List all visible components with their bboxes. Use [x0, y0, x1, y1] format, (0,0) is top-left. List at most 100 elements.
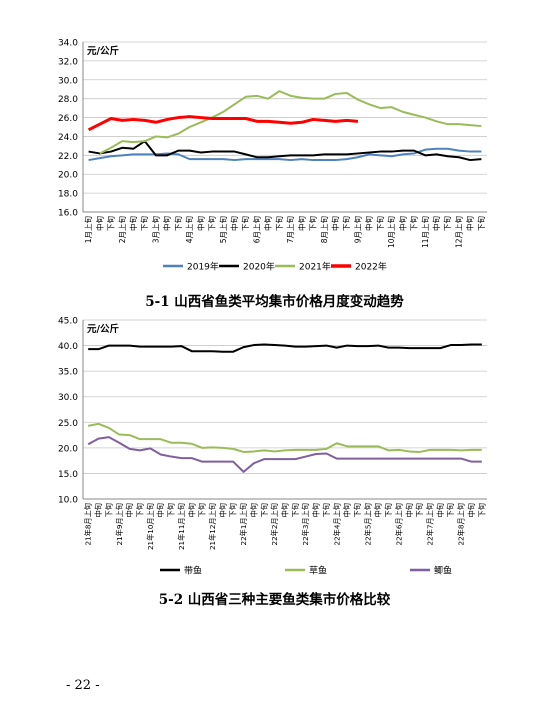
- chart2-xtick-label: 21年12月上旬: [208, 503, 217, 550]
- chart1-xtick-label: 中旬: [162, 216, 172, 231]
- chart1-xtick-label: 下旬: [240, 216, 250, 231]
- chart1-series-3-line: [99, 90, 482, 155]
- chart2-xtick-label: 中旬: [125, 503, 134, 517]
- chart2-xtick-label: 中旬: [436, 503, 445, 517]
- chart2-xtick-label: 中旬: [249, 503, 258, 517]
- chart1-ytick-label: 20.0: [58, 171, 78, 181]
- chart1-xtick-label: 下旬: [409, 216, 419, 231]
- chart2-xtick-label: 中旬: [94, 503, 103, 517]
- chart2-legend-label-2: 草鱼: [309, 565, 327, 577]
- chart2-ytick-label: 45.0: [58, 317, 78, 327]
- chart2-ytick-label: 15.0: [58, 470, 78, 480]
- chart2-xtick-label: 下旬: [384, 503, 393, 517]
- chart2-xtick-label: 下旬: [229, 503, 238, 517]
- chart2-ytick-label: 25.0: [58, 419, 78, 429]
- chart1-xtick-label: 6月上旬: [251, 216, 261, 244]
- chart-1-caption: 5-1 山西省鱼类平均集市价格月度变动趋势: [145, 294, 404, 310]
- chart1-xtick-label: 中旬: [397, 216, 407, 231]
- chart1-xtick-label: 中旬: [263, 216, 273, 231]
- chart1-legend-label-3: 2021年: [299, 261, 331, 273]
- chart1-xtick-label: 2月上旬: [117, 216, 127, 244]
- chart2-xtick-label: 中旬: [187, 503, 196, 517]
- chart2-xtick-label: 21年9月上旬: [115, 503, 124, 545]
- chart2-xtick-label: 下旬: [322, 503, 331, 517]
- chart2-series-2-line: [87, 422, 482, 453]
- chart2-xtick-label: 中旬: [156, 503, 165, 517]
- chart2-xtick-label: 下旬: [446, 503, 455, 517]
- chart1-xtick-label: 中旬: [229, 216, 239, 231]
- chart1-xtick-label: 8月上旬: [319, 216, 329, 244]
- chart1-xtick-label: 中旬: [296, 216, 306, 231]
- chart2-xtick-label: 下旬: [260, 503, 269, 517]
- chart1-xtick-label: 中旬: [94, 216, 104, 231]
- chart2-xtick-label: 下旬: [477, 503, 486, 517]
- chart2-unit-label: 元/公斤: [87, 323, 119, 335]
- chart1-ytick-label: 24.0: [58, 133, 78, 143]
- chart1-xtick-label: 9月上旬: [352, 216, 362, 244]
- chart1-xtick-label: 3月上旬: [150, 216, 160, 244]
- chart2-series-3-line: [87, 436, 482, 473]
- chart2-xtick-label: 下旬: [104, 503, 113, 517]
- chart1-ytick-label: 28.0: [58, 95, 78, 105]
- chart-1-svg: 16.0 18.0 20.0 22.0 24.0 26.0 28.0 30.0 32.0 34.0…: [58, 39, 487, 273]
- chart2-legend-label-3: 鲫鱼: [434, 565, 452, 577]
- chart2-xtick-label: 22年8月上旬: [457, 503, 466, 545]
- chart1-legend-label-1: 2019年: [187, 261, 219, 273]
- chart2-xtick-label: 下旬: [353, 503, 362, 517]
- chart1-xtick-label: 下旬: [375, 216, 385, 231]
- chart2-series-1-line: [88, 343, 482, 353]
- chart2-ytick-label: 30.0: [58, 393, 78, 403]
- chart2-xtick-label: 下旬: [198, 503, 207, 517]
- chart1-xtick-label: 中旬: [465, 216, 475, 231]
- chart1-legend-label-4: 2022年: [355, 261, 387, 273]
- chart1-ytick-label: 22.0: [58, 152, 78, 162]
- chart1-xtick-label: 下旬: [207, 216, 217, 231]
- chart1-xtick-label: 12月上旬: [453, 216, 463, 249]
- chart2-xtick-label: 22年2月上旬: [270, 503, 279, 545]
- page-number: - 22 -: [66, 678, 100, 693]
- chart1-xtick-label: 下旬: [173, 216, 183, 231]
- chart2-ytick-label: 10.0: [58, 496, 78, 506]
- chart1-xtick-label: 5月上旬: [218, 216, 228, 244]
- chart2-xtick-label: 下旬: [291, 503, 300, 517]
- chart2-xtick-label: 22年6月上旬: [394, 503, 403, 545]
- chart1-xtick-label: 中旬: [330, 216, 340, 231]
- chart-2-svg: 10.0 15.0 20.0 25.0 30.0 35.0 40.0 45.0 元/公斤 21年8…: [58, 317, 487, 577]
- chart2-xtick-label: 中旬: [374, 503, 383, 517]
- chart1-xtick-label: 中旬: [364, 216, 374, 231]
- chart2-xtick-label: 中旬: [218, 503, 227, 517]
- chart1-ytick-label: 32.0: [58, 57, 78, 67]
- chart1-xtick-label: 下旬: [442, 216, 452, 231]
- chart1-xtick-label: 4月上旬: [184, 216, 194, 244]
- chart2-xtick-label: 中旬: [467, 503, 476, 517]
- chart1-xtick-label: 下旬: [341, 216, 351, 231]
- chart2-xtick-label: 中旬: [405, 503, 414, 517]
- chart2-xtick-label: 22年4月上旬: [332, 503, 341, 545]
- chart1-xtick-label: 11月上旬: [420, 216, 430, 249]
- chart1-xtick-label: 中旬: [195, 216, 205, 231]
- chart1-xtick-label: 下旬: [139, 216, 149, 231]
- chart1-xtick-label: 下旬: [274, 216, 284, 231]
- chart2-xtick-label: 下旬: [135, 503, 144, 517]
- chart-2-caption: 5-2 山西省三种主要鱼类集市价格比较: [158, 592, 391, 608]
- chart-fish-average-price-trend: 16.0 18.0 20.0 22.0 24.0 26.0 28.0 30.0 32.0 34.0…: [0, 28, 549, 283]
- chart1-xtick-label: 下旬: [476, 216, 486, 231]
- chart2-xtick-label: 21年10月上旬: [146, 503, 155, 550]
- chart2-xtick-label: 中旬: [312, 503, 321, 517]
- chart2-xtick-label: 下旬: [167, 503, 176, 517]
- chart2-xtick-label: 中旬: [281, 503, 290, 517]
- chart-three-fish-price-comparison: 10.0 15.0 20.0 25.0 30.0 35.0 40.0 45.0 元/公斤 21年8…: [0, 308, 549, 578]
- chart2-ytick-label: 40.0: [58, 342, 78, 352]
- chart1-ytick-label: 34.0: [58, 39, 78, 49]
- chart1-ytick-label: 18.0: [58, 190, 78, 200]
- chart2-xtick-label: 中旬: [343, 503, 352, 517]
- chart1-ytick-label: 26.0: [58, 114, 78, 124]
- chart1-xtick-label: 7月上旬: [285, 216, 295, 244]
- chart1-xtick-label: 10月上旬: [386, 216, 396, 249]
- chart2-xtick-label: 22年5月上旬: [363, 503, 372, 545]
- chart1-unit-label: 元/公斤: [87, 45, 119, 57]
- chart2-xtick-label: 下旬: [415, 503, 424, 517]
- chart1-ytick-label: 30.0: [58, 76, 78, 86]
- chart1-xtick-label: 中旬: [128, 216, 138, 231]
- chart2-xtick-label: 22年7月上旬: [426, 503, 435, 545]
